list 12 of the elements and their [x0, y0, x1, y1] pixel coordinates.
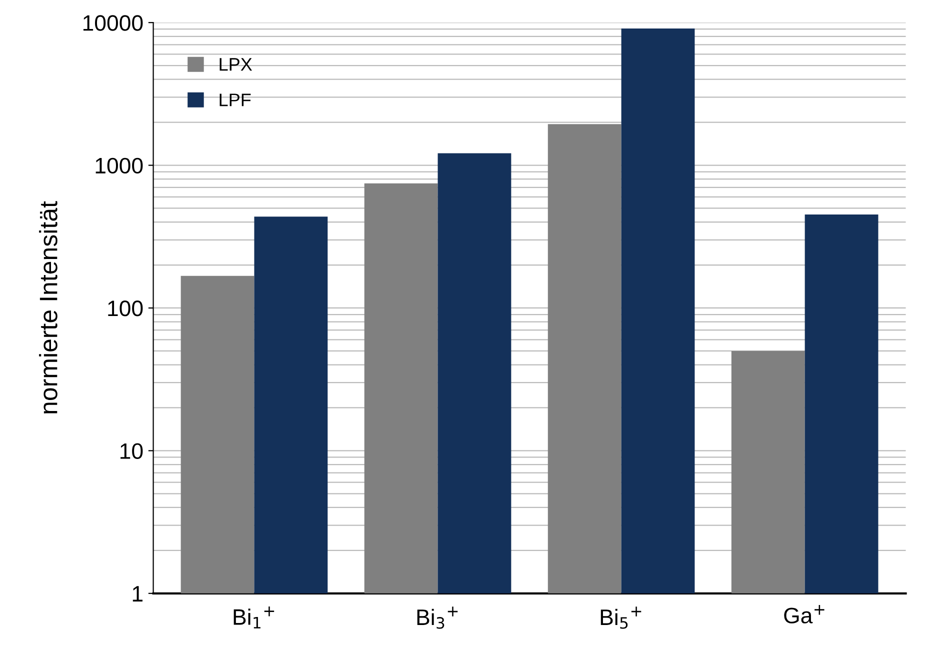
legend-label: LPX [220, 58, 252, 71]
y-tick-label: 10 [120, 443, 143, 459]
x-tick-label: Bi$_{5}$$^{+}$ [600, 606, 642, 629]
y-tick-label: 1000 [96, 158, 143, 174]
x-tick-label: Bi$_{3}$$^{+}$ [417, 606, 458, 629]
y-tick-label: 10000 [83, 15, 143, 31]
y-tick-label: 100 [108, 300, 143, 316]
y-axis-title: normierte Intensität [39, 201, 58, 414]
legend-label: LPF [220, 94, 251, 106]
x-tick-label: Ga$^{+}$ [784, 604, 824, 624]
y-tick-label: 1 [132, 586, 142, 602]
x-tick-label: Bi$_{1}$$^{+}$ [234, 606, 274, 628]
